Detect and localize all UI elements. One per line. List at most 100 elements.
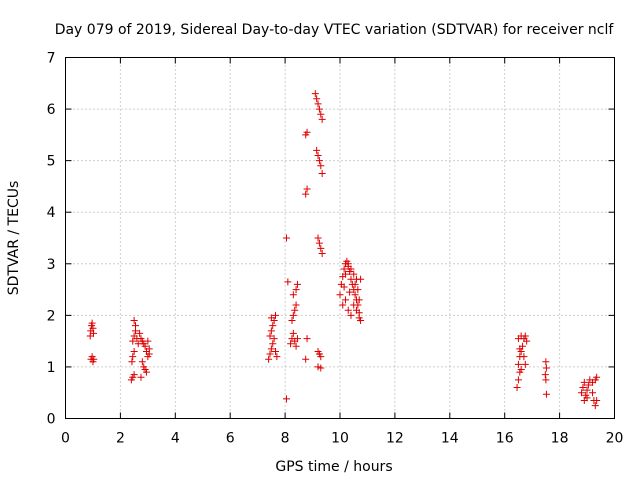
data-point	[350, 270, 358, 278]
y-tick-label: 2	[47, 308, 56, 324]
data-point	[354, 286, 362, 294]
data-point	[541, 371, 549, 379]
data-point	[583, 386, 591, 394]
data-point	[318, 170, 326, 178]
data-point	[355, 314, 363, 322]
data-point	[351, 291, 359, 299]
data-point	[267, 345, 275, 353]
data-point	[282, 395, 290, 403]
data-point	[317, 110, 325, 118]
x-tick-label: 20	[606, 431, 624, 447]
y-tick-label: 0	[47, 412, 56, 428]
data-point	[282, 234, 290, 242]
data-point	[344, 306, 352, 314]
data-point	[311, 90, 319, 98]
data-point	[352, 306, 360, 314]
data-point	[144, 337, 152, 345]
data-point	[579, 384, 587, 392]
x-tick-label: 0	[61, 431, 70, 447]
data-points	[86, 90, 601, 410]
y-tick-label: 5	[47, 154, 56, 170]
data-point	[302, 190, 310, 198]
data-point	[292, 342, 300, 350]
y-tick-label: 4	[47, 205, 56, 221]
data-point	[317, 244, 325, 252]
data-point	[593, 396, 601, 404]
data-point	[270, 335, 278, 343]
data-point	[284, 278, 292, 286]
data-point	[269, 322, 277, 330]
data-point	[90, 355, 98, 363]
data-point	[346, 288, 354, 296]
data-point	[303, 128, 311, 136]
data-point	[516, 345, 524, 353]
data-point	[141, 342, 149, 350]
data-point	[347, 265, 355, 273]
data-point	[517, 366, 525, 374]
data-point	[266, 350, 274, 358]
data-point	[339, 301, 347, 309]
data-point	[289, 329, 297, 337]
data-point	[273, 353, 281, 361]
data-point	[580, 378, 588, 386]
data-point	[514, 376, 522, 384]
data-point	[129, 353, 137, 361]
data-point	[315, 105, 323, 113]
y-tick-label: 3	[47, 257, 56, 273]
x-axis-label: GPS time / hours	[275, 459, 392, 475]
data-point	[130, 317, 138, 325]
x-tick-label: 4	[171, 431, 180, 447]
data-point	[542, 376, 550, 384]
data-point	[137, 373, 145, 381]
data-point	[267, 327, 275, 335]
data-point	[318, 115, 326, 123]
data-point	[355, 296, 363, 304]
x-tick-label: 2	[116, 431, 125, 447]
x-tick-label: 12	[386, 431, 404, 447]
data-point	[303, 185, 311, 193]
data-point	[145, 350, 153, 358]
data-point	[523, 337, 531, 345]
y-tick-labels: 0 1 2 3 4 5 6 7	[47, 51, 56, 428]
data-point	[314, 100, 322, 108]
data-point	[289, 311, 297, 319]
y-axis-label: SDTVAR / TECUs	[6, 181, 22, 296]
data-point	[589, 389, 597, 397]
data-point	[317, 353, 325, 361]
data-point	[336, 291, 344, 299]
data-point	[302, 355, 310, 363]
plot-frame	[65, 57, 615, 419]
data-point	[293, 280, 301, 288]
data-point	[542, 390, 550, 398]
data-point	[292, 301, 300, 309]
data-point	[131, 322, 139, 330]
x-tick-labels: 0 2 4 6 8 10 12 14 16 18 20	[61, 431, 623, 447]
data-point	[340, 283, 348, 291]
data-point	[357, 275, 365, 283]
data-point	[287, 340, 295, 348]
data-point	[315, 157, 323, 165]
data-point	[514, 360, 522, 368]
data-point	[136, 329, 144, 337]
data-point	[89, 324, 97, 332]
data-point	[521, 360, 529, 368]
data-point	[593, 373, 601, 381]
data-point	[341, 270, 349, 278]
data-point	[130, 371, 138, 379]
data-point	[344, 260, 352, 268]
data-point	[584, 381, 592, 389]
x-tick-label: 16	[496, 431, 514, 447]
data-point	[128, 358, 136, 366]
grid	[65, 57, 615, 419]
data-point	[317, 162, 325, 170]
y-tick-label: 6	[47, 102, 56, 118]
data-point	[520, 353, 528, 361]
x-tick-label: 18	[551, 431, 569, 447]
data-point	[130, 347, 138, 355]
data-point	[580, 396, 588, 404]
data-point	[267, 314, 275, 322]
data-point	[542, 364, 550, 372]
data-point	[271, 347, 279, 355]
x-tick-label: 6	[226, 431, 235, 447]
data-point	[271, 311, 279, 319]
